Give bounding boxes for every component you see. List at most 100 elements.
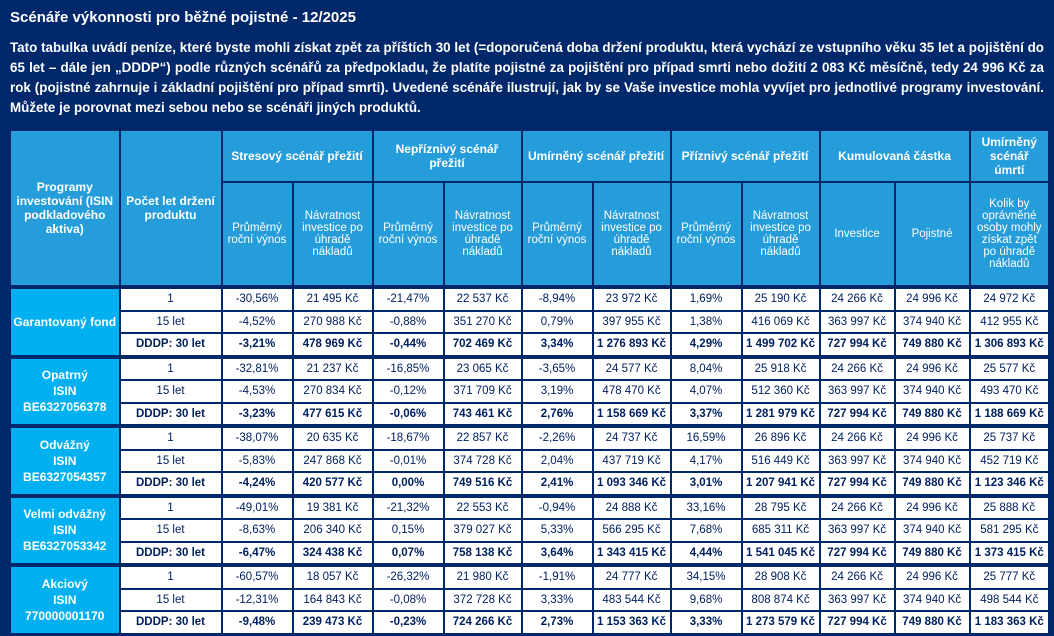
value-cell: 25 190 Kč: [740, 285, 821, 312]
value-cell: 24 972 Kč: [968, 285, 1051, 312]
value-cell: 3,01%: [669, 471, 743, 497]
table-row: Odvážný ISIN BE6327054357 1 -38,07% 20 635 Kč…: [8, 424, 1051, 497]
program-label-cell: Velmi odvážný ISIN BE6327053342: [8, 493, 121, 566]
value-cell: 3,19%: [520, 379, 594, 404]
col-group-favourable-scenario: Příznivý scénář přežití: [669, 128, 821, 183]
value-cell: 270 988 Kč: [291, 309, 374, 334]
value-cell: 22 537 Kč: [442, 285, 523, 312]
value-cell: 206 340 Kč: [291, 518, 374, 543]
value-cell: 727 994 Kč: [818, 471, 896, 497]
value-cell: 1 281 979 Kč: [740, 401, 821, 427]
value-cell: 16,59%: [669, 424, 743, 451]
value-cell: 24 266 Kč: [818, 563, 896, 590]
value-cell: 8,04%: [669, 354, 743, 381]
program-label-line: Opatrný: [41, 368, 88, 383]
value-cell: 5,33%: [520, 518, 594, 543]
holding-period-cell: 1: [118, 493, 223, 520]
value-cell: 452 719 Kč: [968, 448, 1051, 473]
value-cell: 25 577 Kč: [968, 354, 1051, 381]
value-cell: -6,47%: [220, 540, 294, 566]
holding-period-cell: DDDP: 30 let: [118, 471, 223, 497]
col-group-death-scenario: Umírněný scénář úmrtí: [968, 128, 1051, 183]
holding-period-cell: 1: [118, 285, 223, 312]
value-cell: 749 880 Kč: [893, 540, 971, 566]
value-cell: 374 940 Kč: [893, 518, 971, 543]
value-cell: 478 969 Kč: [291, 332, 374, 358]
value-cell: 749 880 Kč: [893, 610, 971, 636]
table-row: 15 let -12,31% 164 843 Kč -0,08% 372 728 Kč 3…: [10, 587, 1051, 612]
value-cell: 0,07%: [371, 540, 445, 566]
value-cell: -0,08%: [371, 587, 445, 612]
value-cell: 1,69%: [669, 285, 743, 312]
value-cell: 25 777 Kč: [968, 563, 1051, 590]
value-cell: -3,65%: [520, 354, 594, 381]
value-cell: 1 183 363 Kč: [968, 610, 1051, 636]
value-cell: 24 266 Kč: [818, 493, 896, 520]
value-cell: 493 470 Kč: [968, 379, 1051, 404]
value-cell: 24 888 Kč: [591, 493, 672, 520]
value-cell: 4,07%: [669, 379, 743, 404]
value-cell: 372 728 Kč: [442, 587, 523, 612]
value-cell: 4,17%: [669, 448, 743, 473]
value-cell: 1 541 045 Kč: [740, 540, 821, 566]
value-cell: 702 469 Kč: [442, 332, 523, 358]
holding-period-cell: 15 let: [118, 587, 223, 612]
value-cell: 397 955 Kč: [591, 309, 672, 334]
value-cell: 324 438 Kč: [291, 540, 374, 566]
value-cell: 34,15%: [669, 563, 743, 590]
value-cell: 363 997 Kč: [818, 379, 896, 404]
value-cell: 749 880 Kč: [893, 332, 971, 358]
value-cell: 7,68%: [669, 518, 743, 543]
value-cell: -0,23%: [371, 610, 445, 636]
holding-period-cell: DDDP: 30 let: [118, 401, 223, 427]
value-cell: 498 544 Kč: [968, 587, 1051, 612]
table-row: 15 let -5,83% 247 868 Kč -0,01% 374 728 Kč 2,…: [10, 448, 1051, 473]
value-cell: 33,16%: [669, 493, 743, 520]
value-cell: 18 057 Kč: [291, 563, 374, 590]
value-cell: 727 994 Kč: [818, 610, 896, 636]
value-cell: 24 996 Kč: [893, 563, 971, 590]
value-cell: 351 270 Kč: [442, 309, 523, 334]
value-cell: 25 918 Kč: [740, 354, 821, 381]
program-label-line: BE6327054357: [23, 469, 107, 484]
value-cell: -4,53%: [220, 379, 294, 404]
value-cell: 24 577 Kč: [591, 354, 672, 381]
value-cell: 4,44%: [669, 540, 743, 566]
value-cell: 2,41%: [520, 471, 594, 497]
value-cell: -12,31%: [220, 587, 294, 612]
table-row: DDDP: 30 let -4,24% 420 577 Kč 0,00% 749 516…: [10, 471, 1051, 497]
value-cell: 23 065 Kč: [442, 354, 523, 381]
table-row: Garantovaný fond 1 -30,56% 21 495 Kč -21,47%…: [8, 285, 1051, 358]
value-cell: 374 940 Kč: [893, 309, 971, 334]
value-cell: 21 237 Kč: [291, 354, 374, 381]
program-label-line: Odvážný: [39, 437, 90, 452]
value-cell: 724 266 Kč: [442, 610, 523, 636]
holding-period-cell: 15 let: [118, 379, 223, 404]
table-row: 15 let -8,63% 206 340 Kč 0,15% 379 027 Kč 5,3…: [10, 518, 1051, 543]
page-title: Scénáře výkonnosti pro běžné pojistné - …: [10, 9, 356, 26]
table-row: Akciový ISIN 770000001170 1 -60,57% 18 057 Kč…: [8, 563, 1051, 635]
value-cell: 374 940 Kč: [893, 379, 971, 404]
value-cell: -21,32%: [371, 493, 445, 520]
subheader-avg-yearly-return: Průměrný roční výnos: [371, 181, 445, 288]
program-label-line: BE6327056378: [23, 400, 107, 415]
value-cell: 22 857 Kč: [442, 424, 523, 451]
holding-period-cell: DDDP: 30 let: [118, 540, 223, 566]
value-cell: 247 868 Kč: [291, 448, 374, 473]
col-group-unfavourable-scenario: Nepříznivý scénář přežití: [371, 128, 523, 183]
value-cell: -16,85%: [371, 354, 445, 381]
value-cell: 24 266 Kč: [818, 354, 896, 381]
value-cell: 25 737 Kč: [968, 424, 1051, 451]
value-cell: 3,33%: [669, 610, 743, 636]
value-cell: 26 896 Kč: [740, 424, 821, 451]
value-cell: 727 994 Kč: [818, 401, 896, 427]
value-cell: 28 795 Kč: [740, 493, 821, 520]
value-cell: 22 553 Kč: [442, 493, 523, 520]
value-cell: -1,91%: [520, 563, 594, 590]
subheader-premium: Pojistné: [893, 181, 971, 288]
program-label-cell: Akciový ISIN 770000001170: [8, 563, 121, 635]
value-cell: 1 306 893 Kč: [968, 332, 1051, 358]
value-cell: -0,44%: [371, 332, 445, 358]
col-group-stress-scenario: Stresový scénář přežití: [220, 128, 374, 183]
